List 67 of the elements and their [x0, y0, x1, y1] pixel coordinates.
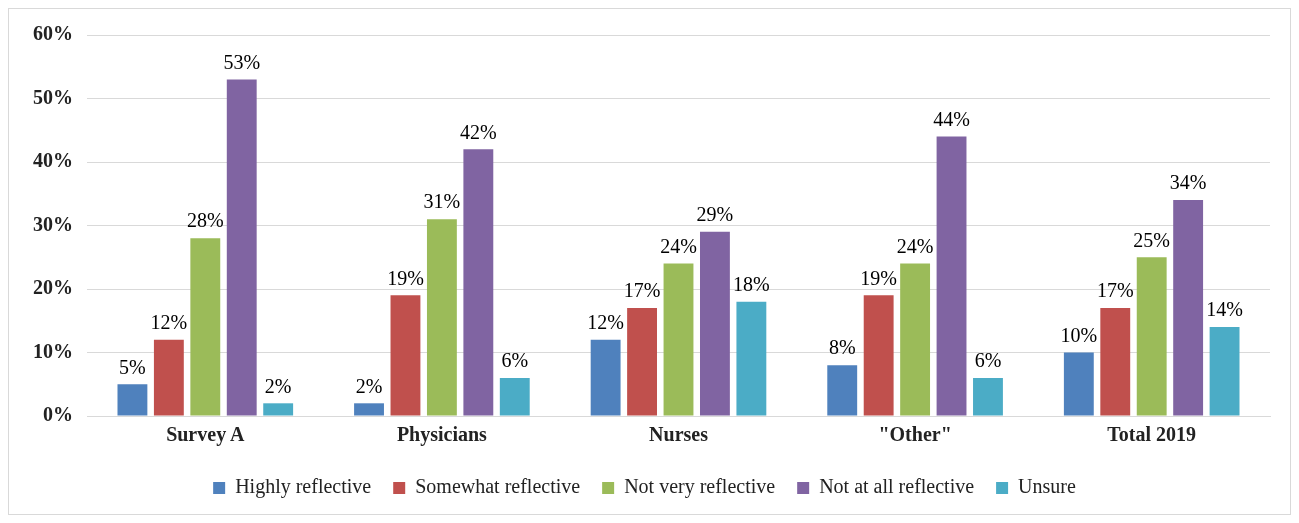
bar [863, 295, 894, 416]
data-label: 10% [1060, 323, 1098, 346]
bar [153, 339, 184, 416]
legend-label: Somewhat reflective [415, 475, 581, 498]
data-label: 6% [501, 349, 529, 372]
bar [1063, 352, 1094, 416]
bar [117, 384, 148, 416]
data-label: 17% [1096, 279, 1134, 302]
x-tick-label: "Other" [878, 423, 952, 446]
legend-label: Not very reflective [624, 475, 776, 499]
data-label: 34% [1169, 171, 1207, 194]
data-label: 5% [119, 355, 146, 378]
data-label: 12% [587, 311, 624, 334]
bar [426, 219, 457, 416]
legend-label: Not at all reflective [819, 475, 975, 498]
bar [663, 263, 694, 416]
data-label: 25% [1133, 228, 1171, 251]
data-label: 6% [974, 349, 1002, 372]
data-label: 53% [223, 50, 261, 73]
bar [390, 295, 421, 416]
x-tick-label: Total 2019 [1107, 423, 1197, 446]
data-label: 42% [460, 120, 497, 143]
bar [354, 403, 384, 416]
y-tick-label: 60% [33, 22, 73, 45]
bar [936, 136, 967, 416]
bar [263, 403, 294, 416]
data-label: 19% [387, 266, 424, 289]
data-label: 2% [355, 374, 383, 397]
legend-label: Highly reflective [235, 475, 372, 499]
data-label: 2% [264, 374, 292, 397]
bar [1136, 257, 1167, 416]
bar [973, 377, 1003, 416]
bar [1209, 327, 1240, 416]
y-tick-label: 40% [33, 149, 73, 172]
data-label: 44% [933, 107, 970, 130]
data-label: 24% [896, 234, 934, 257]
bar [463, 149, 494, 416]
y-tick-label: 50% [33, 85, 73, 108]
bar [736, 301, 767, 416]
data-label: 18% [733, 272, 770, 295]
bar [700, 231, 730, 416]
bar [827, 365, 858, 416]
bar [499, 377, 530, 416]
data-label: 28% [186, 209, 224, 232]
legend-label: Unsure [1018, 475, 1076, 498]
data-label: 24% [660, 234, 697, 257]
bar [1173, 200, 1204, 416]
data-label: 8% [828, 336, 856, 359]
data-label: 19% [860, 266, 897, 289]
data-label: 14% [1206, 298, 1243, 321]
y-tick-label: 10% [33, 339, 73, 362]
data-label: 29% [696, 203, 734, 226]
bar [190, 238, 221, 416]
y-tick-label: 0% [43, 403, 73, 426]
bar [226, 79, 257, 416]
x-tick-label: Nurses [649, 423, 709, 446]
x-tick-label: Physicians [396, 423, 488, 447]
bar [1100, 308, 1131, 416]
y-tick-label: 20% [33, 276, 73, 299]
bar [900, 263, 931, 416]
y-tick-label: 30% [33, 212, 73, 235]
bar [627, 308, 657, 416]
data-label: 17% [623, 279, 661, 302]
data-label: 31% [423, 190, 461, 213]
x-tick-label: Survey A [166, 423, 246, 447]
bar [590, 339, 621, 416]
data-label: 12% [150, 311, 188, 334]
